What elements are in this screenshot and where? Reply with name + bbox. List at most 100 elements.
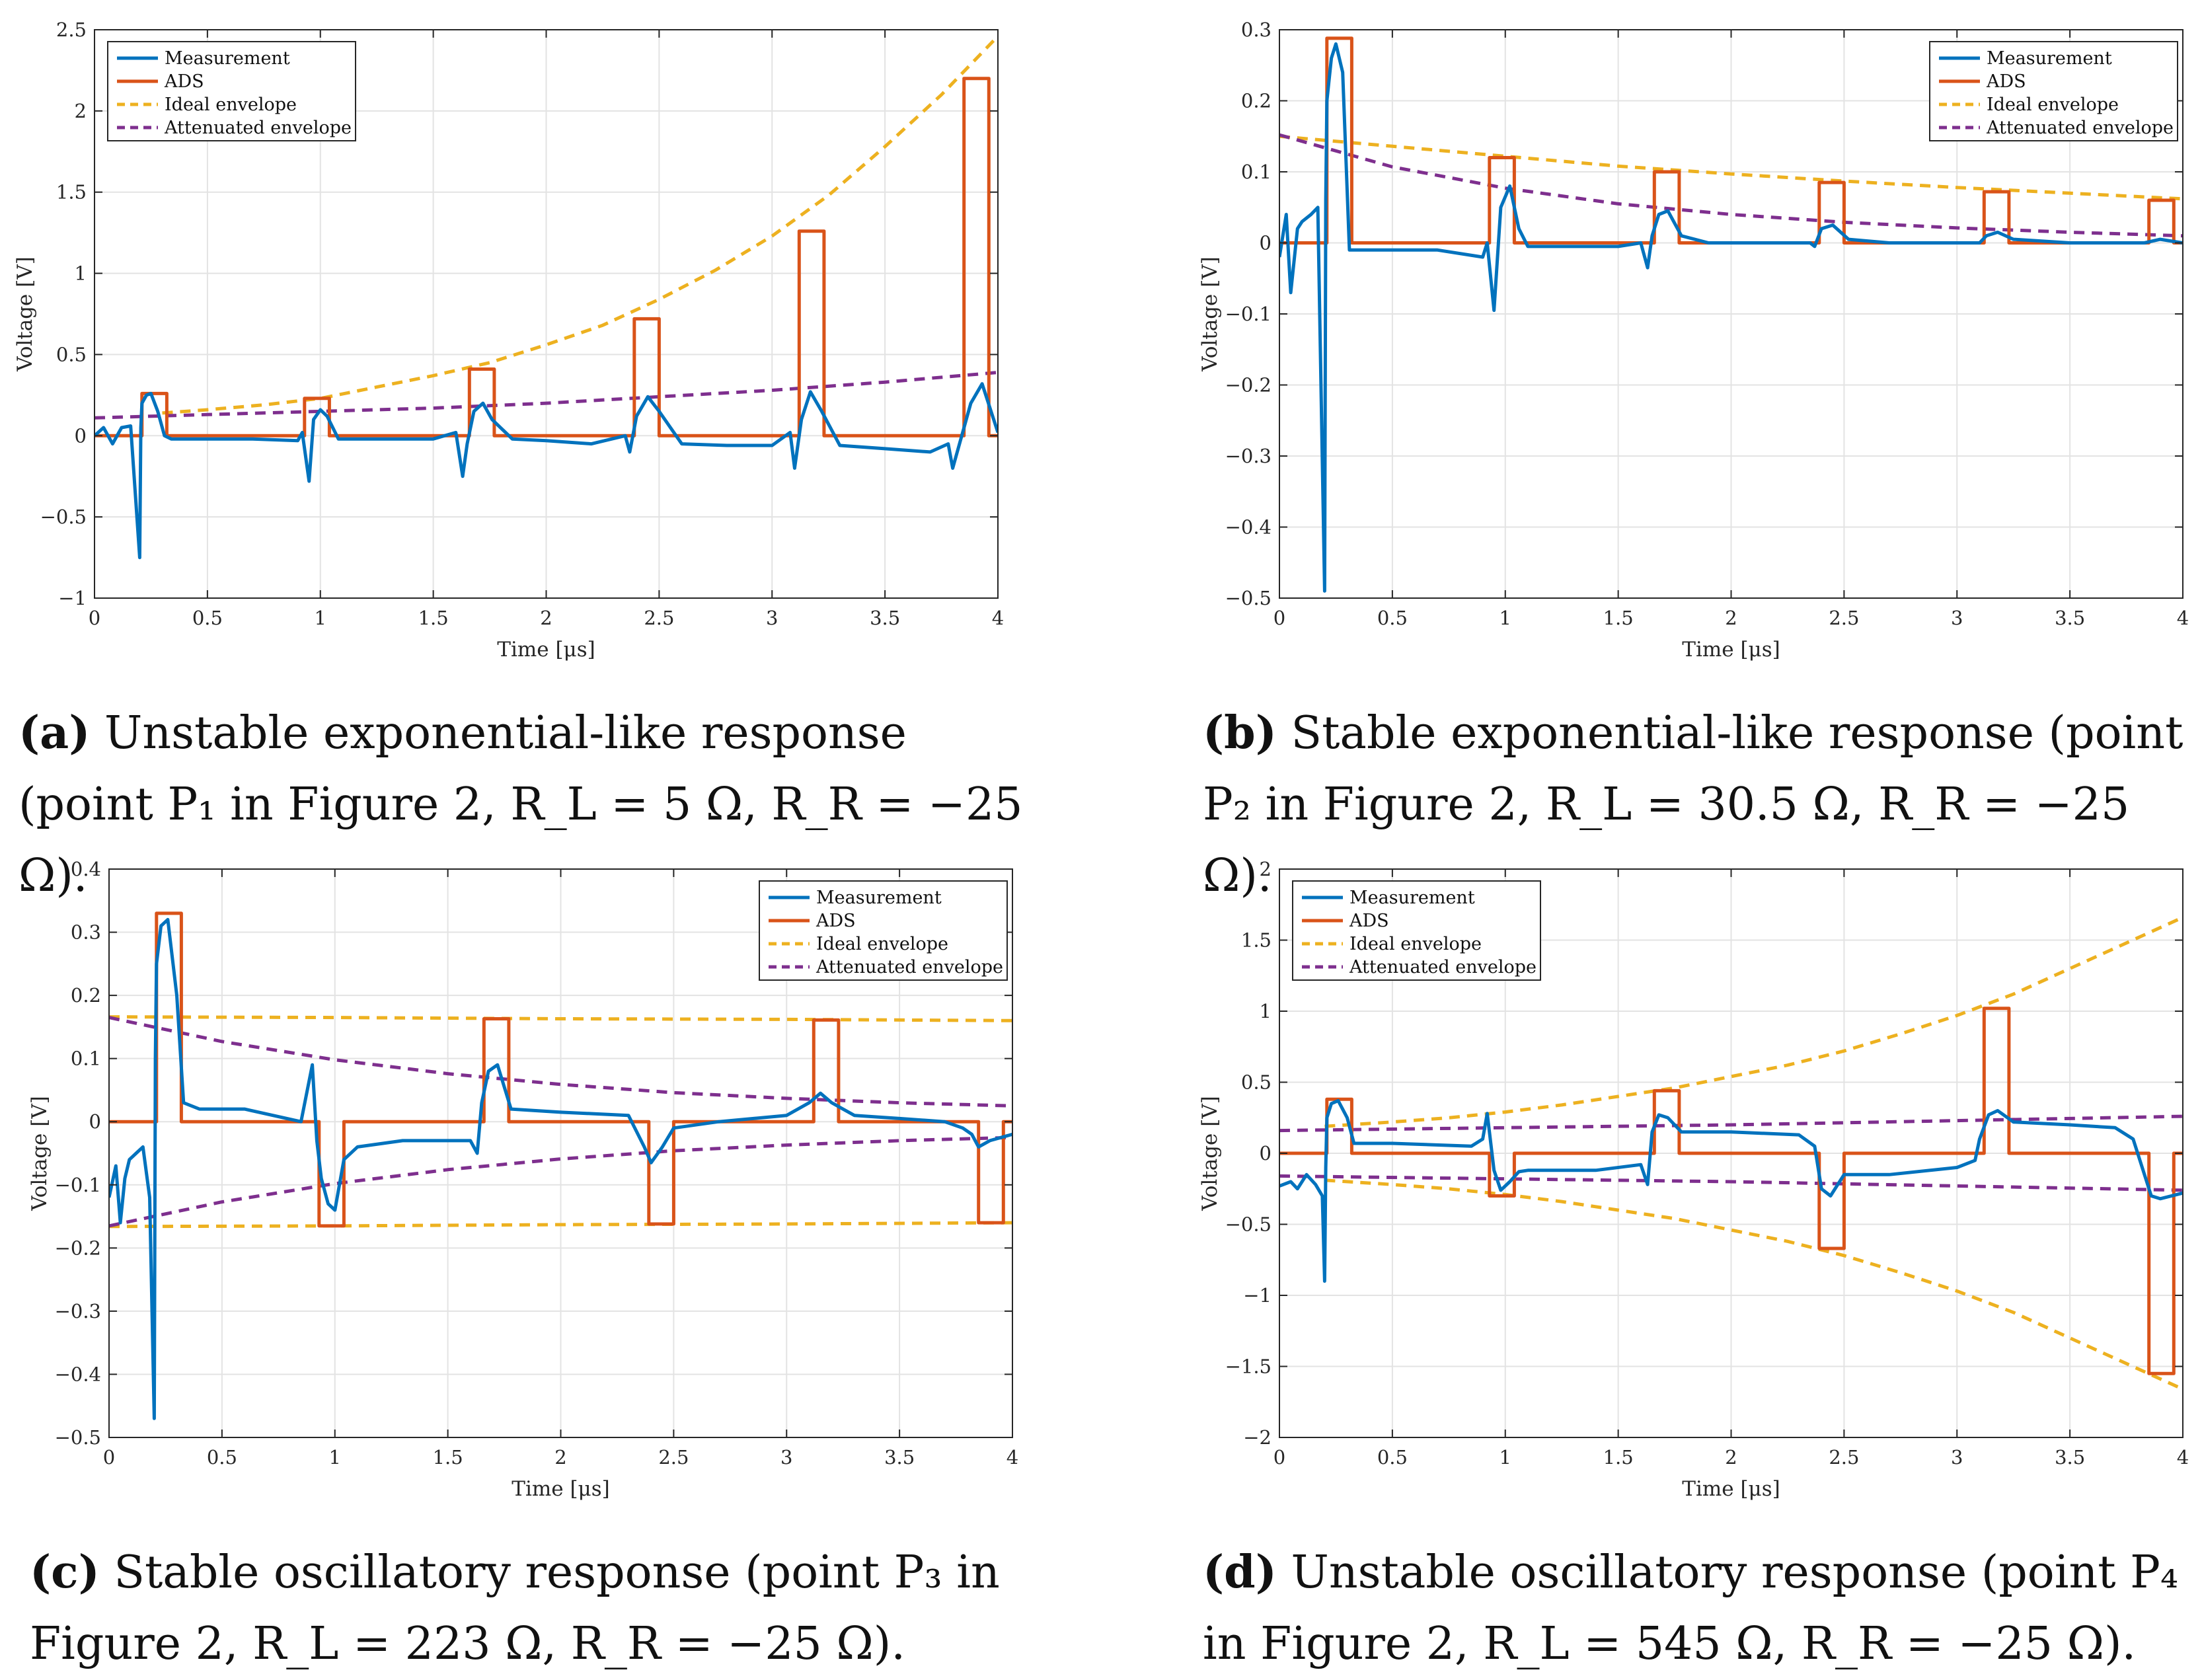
caption-b: (b) Stable exponential-like response (po… (1203, 697, 2194, 912)
chart-b: 0 0.5 1 1.5 2 2.5 3 3.5 4 −0.5 −0.4 −0.3 −0.2 −0.1 0 0.… (1198, 19, 2189, 662)
legend-label-ideal: Ideal envelope (816, 934, 948, 954)
x-axis-label: Time [μs] (512, 1477, 609, 1501)
x-tick-label-2: 1 (1500, 607, 1511, 629)
series-attenuated-4 (1279, 1114, 2183, 1133)
y-tick-label-7: 2.5 (56, 19, 87, 41)
y-tick-label-4: −0.1 (1225, 303, 1272, 325)
caption-d: (d) Unstable oscillatory response (point… (1203, 1537, 2194, 1680)
x-axis-label: Time [μs] (497, 638, 595, 662)
y-tick-label-4: 1 (75, 262, 87, 285)
x-tick-label-3: 1.5 (1603, 607, 1634, 629)
y-tick-label-2: −0.3 (1225, 445, 1272, 467)
x-tick-label-4: 2 (1725, 607, 1737, 629)
x-tick-label-0: 0 (1273, 1446, 1285, 1469)
y-tick-label-2: 0 (75, 424, 87, 447)
series-ads-1 (1279, 1007, 2183, 1375)
y-tick-label-4: −0.1 (55, 1174, 101, 1196)
legend-label-ideal: Ideal envelope (165, 95, 297, 115)
x-tick-label-6: 3 (780, 1446, 792, 1469)
y-tick-label-8: 0.3 (1241, 19, 1272, 41)
legend-label-attenuated: Attenuated envelope (1986, 118, 2174, 138)
y-tick-label-0: −0.5 (55, 1426, 101, 1449)
caption-b-text: Stable exponential-like response (point … (1203, 707, 2183, 902)
x-tick-label-6: 3 (1951, 1446, 1963, 1469)
x-tick-label-5: 2.5 (644, 607, 674, 629)
series-ads-1 (95, 77, 998, 438)
x-tick-label-5: 2.5 (1829, 1446, 1859, 1469)
legend: Measurement ADS Ideal envelope Attenuated e… (759, 880, 1008, 981)
caption-d-text: Unstable oscillatory response (point P₄ … (1203, 1546, 2179, 1670)
legend-label-ads: ADS (164, 71, 204, 92)
x-axis-label: Time [μs] (1682, 638, 1780, 662)
y-tick-label-1: −1.5 (1225, 1355, 1272, 1378)
x-tick-label-3: 1.5 (1603, 1446, 1634, 1469)
chart-c: 0 0.5 1 1.5 2 2.5 3 3.5 4 −0.5 −0.4 −0.3 −0.2 −0.1 0 0.… (28, 858, 1018, 1501)
series-ideal-2 (1324, 915, 2183, 1128)
y-tick-label-6: 1 (1260, 1000, 1272, 1022)
legend-label-ideal: Ideal envelope (1349, 934, 1482, 954)
y-tick-label-5: 1.5 (56, 181, 87, 204)
series-measurement-0 (109, 917, 1012, 1420)
legend-label-attenuated: Attenuated envelope (816, 957, 1003, 977)
x-tick-label-1: 0.5 (1377, 607, 1408, 629)
x-tick-label-4: 2 (1725, 1446, 1737, 1469)
y-tick-label-3: 0.5 (56, 343, 87, 365)
x-tick-label-4: 2 (554, 1446, 566, 1469)
caption-c-text: Stable oscillatory response (point P₃ in… (30, 1546, 1000, 1670)
x-tick-label-1: 0.5 (1377, 1446, 1408, 1469)
legend-label-measurement: Measurement (1987, 48, 2112, 69)
legend-label-ads: ADS (816, 911, 856, 931)
series-ideal-3 (109, 1221, 1012, 1229)
x-tick-label-2: 1 (329, 1446, 341, 1469)
legend-label-measurement: Measurement (816, 888, 942, 908)
x-tick-label-7: 3.5 (870, 607, 900, 629)
y-tick-label-7: 1.5 (1241, 929, 1272, 952)
caption-d-letter: (d) (1203, 1546, 1277, 1599)
x-tick-label-1: 0.5 (207, 1446, 237, 1469)
y-tick-label-1: −0.5 (40, 506, 87, 528)
caption-c-letter: (c) (30, 1546, 100, 1599)
chart-a: 0 0.5 1 1.5 2 2.5 3 3.5 4 −1 −0.5 0 0.5 1 1.5 2 2.5 Time … (13, 19, 1004, 662)
legend-label-attenuated: Attenuated envelope (164, 118, 352, 138)
y-axis-label: Voltage [V] (28, 1096, 52, 1211)
legend-label-ads: ADS (1986, 71, 2026, 92)
y-tick-label-4: 0 (1260, 1142, 1272, 1165)
x-tick-label-6: 3 (766, 607, 778, 629)
x-tick-label-0: 0 (103, 1446, 115, 1469)
caption-a-letter: (a) (19, 706, 91, 759)
x-tick-label-0: 0 (89, 607, 100, 629)
x-tick-label-0: 0 (1273, 607, 1285, 629)
y-tick-label-7: 0.2 (71, 984, 101, 1007)
chart-panel-a: 0 0.5 1 1.5 2 2.5 3 3.5 4 −1 −0.5 0 0.5 1 1.5 2 2.5 Time … (0, 0, 1101, 662)
caption-c: (c) Stable oscillatory response (point P… (30, 1537, 1061, 1680)
y-tick-label-8: 2 (1260, 858, 1272, 880)
x-tick-label-8: 4 (2177, 607, 2189, 629)
x-tick-label-2: 1 (1500, 1446, 1511, 1469)
y-tick-label-3: −0.2 (1225, 374, 1272, 397)
series-attenuated-5 (109, 1135, 1012, 1228)
caption-a: (a) Unstable exponential-like response (… (19, 697, 1049, 912)
legend-label-measurement: Measurement (1349, 888, 1475, 908)
y-axis-label: Voltage [V] (1198, 256, 1222, 372)
y-tick-label-2: −0.3 (55, 1300, 101, 1322)
series-measurement-0 (1279, 42, 2183, 593)
y-tick-label-6: 2 (75, 100, 87, 122)
x-tick-label-6: 3 (1951, 607, 1963, 629)
series-measurement-0 (95, 382, 998, 560)
y-tick-label-7: 0.2 (1241, 90, 1272, 112)
x-tick-label-7: 3.5 (2055, 1446, 2085, 1469)
series-ideal-2 (109, 1015, 1012, 1022)
y-tick-label-5: 0 (89, 1110, 101, 1133)
caption-a-text: Unstable exponential-like response (poin… (19, 707, 1023, 902)
series-ads-1 (109, 911, 1012, 1228)
x-tick-label-5: 2.5 (1829, 607, 1859, 629)
legend-label-ideal: Ideal envelope (1987, 95, 2119, 115)
series-ideal-3 (1324, 1178, 2183, 1391)
y-tick-label-0: −0.5 (1225, 587, 1272, 609)
chart-panel-b: 0 0.5 1 1.5 2 2.5 3 3.5 4 −0.5 −0.4 −0.3 −0.2 −0.1 0 0.… (1101, 0, 2202, 662)
y-tick-label-6: 0.1 (1241, 161, 1272, 183)
x-tick-label-5: 2.5 (658, 1446, 689, 1469)
